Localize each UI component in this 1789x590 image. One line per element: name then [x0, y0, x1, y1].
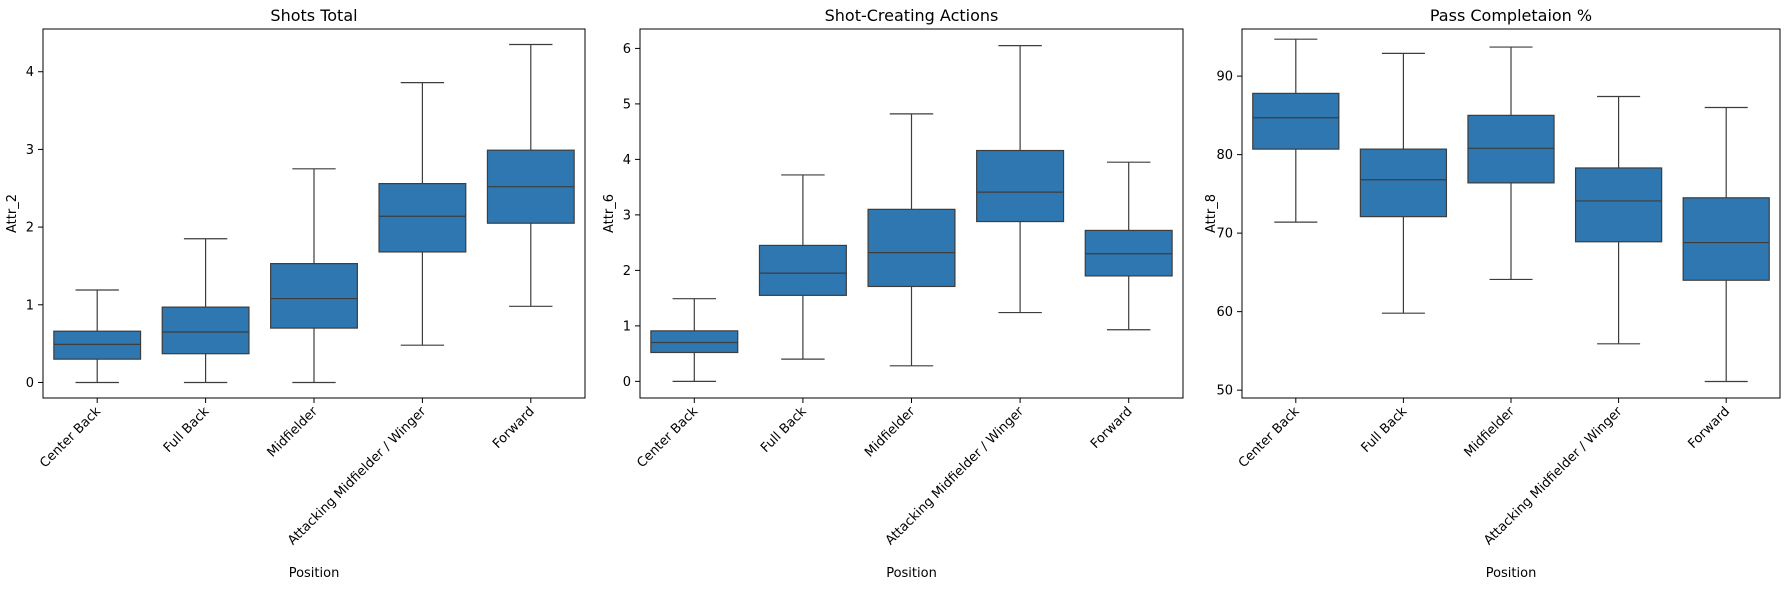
y-tick-label: 80 — [1216, 148, 1233, 163]
box-4 — [976, 45, 1065, 314]
subplot-2: Shot-Creating Actions 0 1 2 3 4 5 6 Center Back F… — [602, 6, 1184, 581]
box-3 — [1467, 46, 1555, 281]
iqr-box — [1252, 92, 1340, 150]
y-tick-label: 3 — [623, 208, 631, 223]
iqr-box — [976, 149, 1065, 223]
iqr-box — [758, 244, 847, 296]
x-axis-label: Position — [1486, 566, 1537, 581]
box-1 — [650, 298, 739, 382]
box-1 — [53, 289, 142, 384]
x-tick-label: Midfielder — [1462, 404, 1519, 461]
box-5 — [486, 43, 575, 307]
chart-title: Pass Completaion % — [1430, 6, 1592, 25]
iqr-box — [1467, 114, 1555, 184]
box-1 — [1252, 38, 1340, 223]
box-3 — [270, 168, 358, 384]
x-tick-label: Midfielder — [862, 404, 919, 461]
box-2 — [1359, 52, 1448, 314]
y-tick-label: 90 — [1216, 70, 1233, 85]
y-tick-label: 5 — [623, 97, 631, 112]
iqr-box — [867, 208, 956, 288]
y-tick-label: 0 — [623, 375, 631, 390]
iqr-box — [53, 330, 142, 360]
iqr-box — [650, 330, 739, 354]
y-tick-label: 6 — [623, 42, 631, 57]
iqr-box — [1574, 167, 1663, 243]
y-tick-label: 1 — [623, 319, 631, 334]
iqr-box — [270, 263, 358, 329]
box-4 — [378, 82, 467, 346]
y-axis-label: Attr_8 — [1204, 194, 1219, 233]
iqr-box — [161, 306, 250, 355]
box-5 — [1682, 106, 1770, 383]
x-axis-label: Position — [289, 566, 340, 581]
y-tick-label: 2 — [26, 221, 34, 236]
y-tick-label: 4 — [623, 153, 631, 168]
x-axis-label: Position — [886, 566, 937, 581]
x-tick-label: Forward — [490, 404, 538, 452]
y-tick-label: 0 — [26, 376, 34, 391]
y-axis-label: Attr_6 — [602, 194, 617, 233]
x-tick-label: Full Back — [1359, 404, 1411, 456]
x-tick-label: Forward — [1088, 404, 1136, 452]
y-tick-label: 3 — [26, 143, 34, 158]
chart-title: Shots Total — [270, 6, 357, 25]
x-tick-label: Forward — [1685, 404, 1733, 452]
box-5 — [1084, 161, 1173, 331]
x-tick-label: Full Back — [758, 404, 810, 456]
box-4 — [1574, 95, 1663, 345]
x-tick-label: Center Back — [1236, 404, 1303, 471]
iqr-box — [1682, 197, 1770, 281]
subplot-3: Pass Completaion % 50 60 70 80 90 Center Back F… — [1204, 6, 1781, 581]
y-tick-label: 60 — [1216, 305, 1233, 320]
iqr-box — [1359, 148, 1448, 218]
x-tick-label: Midfielder — [265, 404, 322, 461]
chart-title: Shot-Creating Actions — [825, 6, 999, 25]
y-tick-label: 50 — [1216, 384, 1233, 399]
y-tick-label: 1 — [26, 298, 34, 313]
iqr-box — [378, 182, 467, 253]
x-tick-label: Full Back — [161, 404, 213, 456]
y-tick-label: 4 — [26, 65, 34, 80]
y-tick-label: 70 — [1216, 227, 1233, 242]
y-tick-label: 2 — [623, 264, 631, 279]
x-tick-label: Center Back — [37, 404, 104, 471]
subplot-1: Shots Total 0 1 2 3 4 Center Back Full Back Midf… — [5, 6, 586, 581]
x-tick-label: Center Back — [634, 404, 701, 471]
box-3 — [867, 113, 956, 367]
y-axis-label: Attr_2 — [5, 194, 20, 233]
box-2 — [758, 174, 847, 360]
box-2 — [161, 238, 250, 384]
